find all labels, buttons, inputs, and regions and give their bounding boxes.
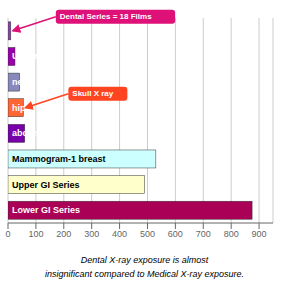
svg-text:Dental Series = 18 Films: Dental Series = 18 Films bbox=[60, 12, 152, 21]
svg-text:800: 800 bbox=[224, 229, 239, 239]
svg-text:Upper GI Series: Upper GI Series bbox=[12, 180, 80, 190]
svg-text:600: 600 bbox=[168, 229, 183, 239]
svg-text:0: 0 bbox=[8, 229, 11, 239]
svg-text:300: 300 bbox=[84, 229, 99, 239]
svg-text:200: 200 bbox=[56, 229, 71, 239]
svg-text:900: 900 bbox=[252, 229, 267, 239]
svg-text:neck: neck bbox=[12, 77, 34, 87]
svg-text:700: 700 bbox=[196, 229, 211, 239]
svg-text:400: 400 bbox=[112, 229, 127, 239]
svg-text:100: 100 bbox=[28, 229, 43, 239]
svg-text:Skull X ray: Skull X ray bbox=[72, 89, 113, 98]
svg-text:500: 500 bbox=[140, 229, 155, 239]
svg-text:Lower GI Series: Lower GI Series bbox=[12, 205, 80, 215]
html-text:insignificant compared to Medi: insignificant compared to Medical X-ray … bbox=[44, 269, 244, 279]
html-text:Dental X-ray exposure is almos: Dental X-ray exposure is almost bbox=[80, 255, 209, 265]
svg-text:abdominal: abdominal bbox=[12, 128, 57, 138]
svg-text:Mammogram-1 breast: Mammogram-1 breast bbox=[12, 154, 106, 164]
svg-text:hip: hip bbox=[12, 103, 26, 113]
svg-text:Upper leg: Upper leg bbox=[12, 51, 54, 61]
